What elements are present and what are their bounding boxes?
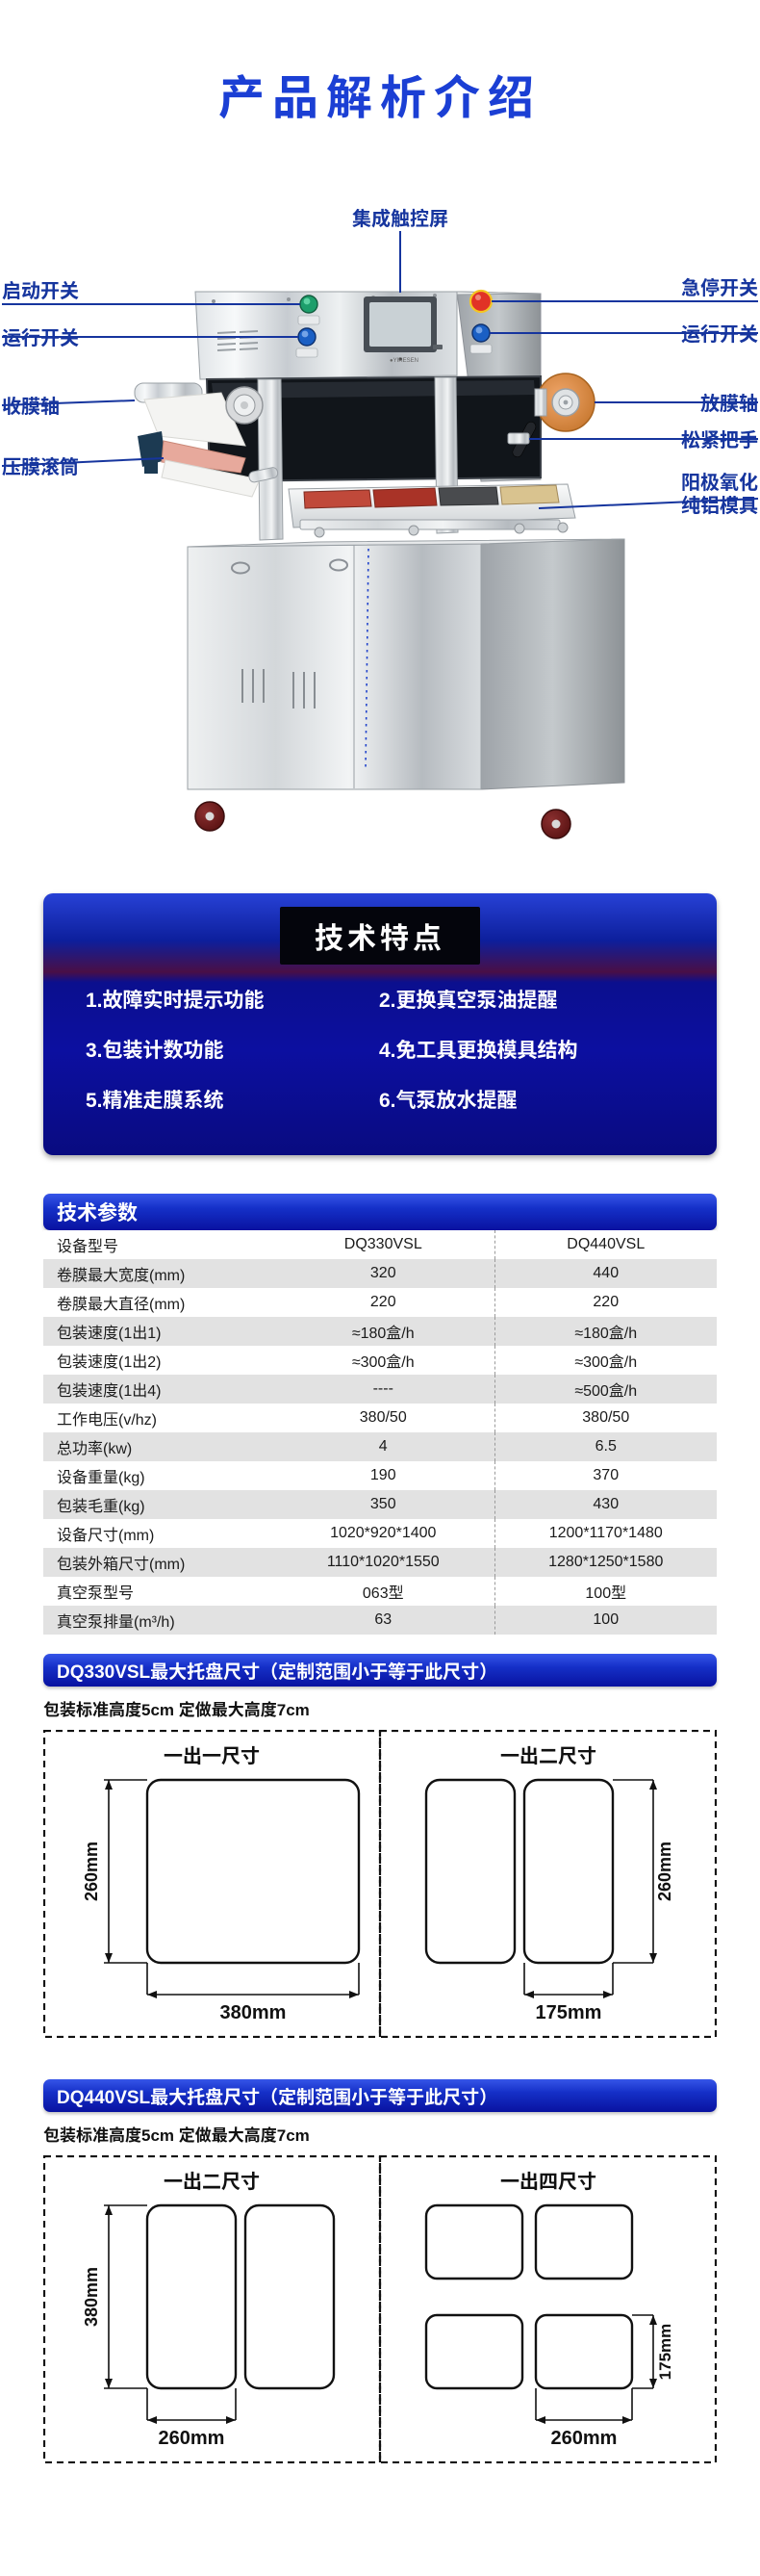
svg-text:260mm: 260mm [551, 2428, 618, 2449]
svg-text:●YIHESEN: ●YIHESEN [390, 358, 418, 364]
svg-text:启动开关: 启动开关 [2, 280, 79, 302]
svg-text:175mm: 175mm [656, 2324, 674, 2381]
svg-text:260mm: 260mm [655, 1842, 674, 1901]
svg-text:运行开关: 运行开关 [2, 327, 79, 349]
svg-text:松紧把手: 松紧把手 [681, 429, 758, 451]
svg-text:380mm: 380mm [220, 2002, 287, 2023]
svg-text:175mm: 175mm [536, 2002, 602, 2023]
svg-text:阳极氧化: 阳极氧化 [681, 472, 758, 494]
svg-text:压膜滚筒: 压膜滚筒 [2, 455, 79, 478]
svg-text:纯铝模具: 纯铝模具 [681, 495, 758, 517]
svg-text:260mm: 260mm [82, 1842, 101, 1901]
svg-text:集成触控屏: 集成触控屏 [352, 207, 448, 230]
svg-text:一出二尺寸: 一出二尺寸 [500, 1745, 596, 1767]
svg-text:放膜轴: 放膜轴 [700, 393, 758, 415]
svg-text:一出一尺寸: 一出一尺寸 [164, 1745, 260, 1767]
svg-text:260mm: 260mm [159, 2428, 225, 2449]
svg-text:急停开关: 急停开关 [681, 276, 758, 299]
svg-text:收膜轴: 收膜轴 [2, 396, 60, 418]
svg-text:380mm: 380mm [82, 2267, 101, 2327]
svg-text:运行开关: 运行开关 [681, 323, 758, 346]
svg-text:一出四尺寸: 一出四尺寸 [500, 2171, 596, 2193]
svg-text:一出二尺寸: 一出二尺寸 [164, 2171, 260, 2193]
